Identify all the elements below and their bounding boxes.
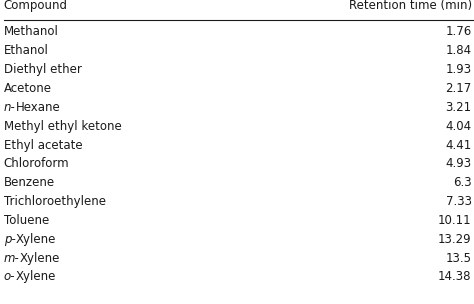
Text: p-: p- [4,233,16,246]
Text: Xylene: Xylene [16,233,56,246]
Text: Benzene: Benzene [4,176,55,189]
Text: Chloroform: Chloroform [4,157,69,170]
Text: Compound: Compound [4,0,68,12]
Text: 2.17: 2.17 [446,82,472,95]
Text: 4.93: 4.93 [446,157,472,170]
Text: 13.29: 13.29 [438,233,472,246]
Text: m-: m- [4,252,19,264]
Text: Xylene: Xylene [15,271,55,283]
Text: Ethyl acetate: Ethyl acetate [4,139,82,151]
Text: Retention time (min): Retention time (min) [348,0,472,12]
Text: 1.76: 1.76 [446,26,472,38]
Text: o-: o- [4,271,15,283]
Text: 6.3: 6.3 [453,176,472,189]
Text: Diethyl ether: Diethyl ether [4,63,82,76]
Text: 4.41: 4.41 [446,139,472,151]
Text: 3.21: 3.21 [446,101,472,114]
Text: Xylene: Xylene [19,252,60,264]
Text: 4.04: 4.04 [446,120,472,133]
Text: 1.93: 1.93 [446,63,472,76]
Text: 13.5: 13.5 [446,252,472,264]
Text: Trichloroethylene: Trichloroethylene [4,195,106,208]
Text: 7.33: 7.33 [446,195,472,208]
Text: n-: n- [4,101,16,114]
Text: 1.84: 1.84 [446,44,472,57]
Text: Hexane: Hexane [16,101,60,114]
Text: 10.11: 10.11 [438,214,472,227]
Text: Methanol: Methanol [4,26,59,38]
Text: Acetone: Acetone [4,82,52,95]
Text: 14.38: 14.38 [438,271,472,283]
Text: Ethanol: Ethanol [4,44,49,57]
Text: Toluene: Toluene [4,214,49,227]
Text: Methyl ethyl ketone: Methyl ethyl ketone [4,120,121,133]
